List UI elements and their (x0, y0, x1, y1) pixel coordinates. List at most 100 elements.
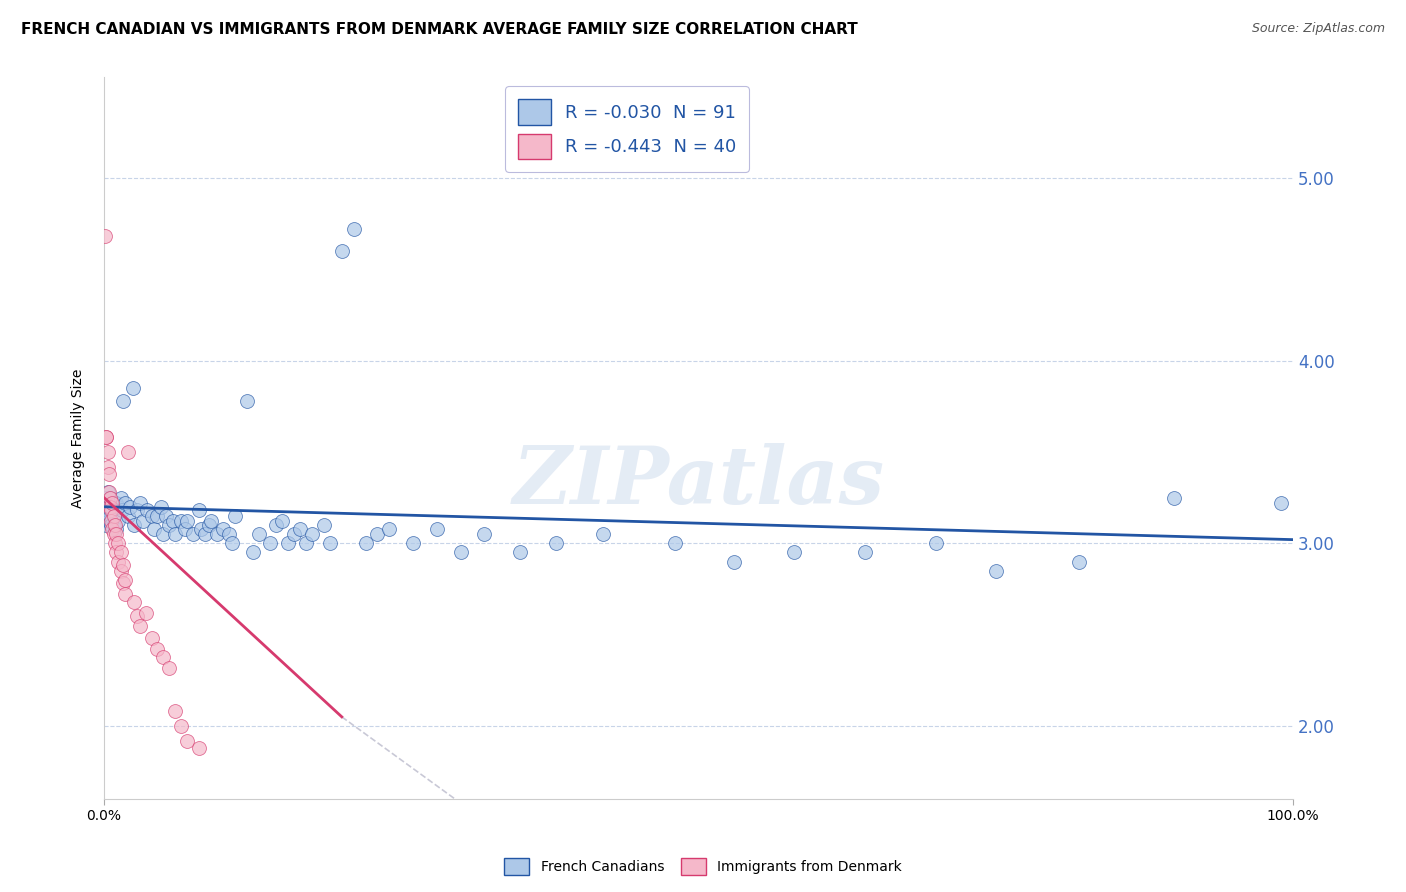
Point (104, 496, 127, 510)
Point (127, 609, 149, 624)
Point (150, 500, 173, 514)
Point (162, 515, 184, 529)
Point (96, 485, 118, 500)
Point (242, 545, 264, 559)
Point (247, 527, 270, 541)
Point (132, 515, 155, 529)
Point (197, 518, 219, 533)
Point (121, 381, 143, 395)
Point (117, 445, 139, 459)
Point (205, 527, 228, 541)
Point (96, 430, 118, 444)
Point (188, 503, 211, 517)
Point (165, 705, 187, 719)
Point (101, 496, 124, 510)
Point (100, 518, 122, 533)
Point (295, 536, 318, 550)
Point (97, 496, 120, 510)
Point (110, 545, 132, 559)
Point (100, 515, 122, 529)
Point (312, 518, 335, 533)
Point (107, 536, 129, 550)
Point (402, 536, 425, 550)
Point (96, 491, 118, 505)
Point (200, 515, 222, 529)
Point (378, 522, 401, 536)
Point (146, 642, 169, 657)
Point (271, 515, 294, 529)
Point (111, 558, 134, 573)
Point (474, 527, 496, 541)
Point (96, 500, 118, 514)
Point (114, 573, 136, 587)
Point (122, 595, 145, 609)
Point (450, 545, 472, 559)
Point (301, 527, 323, 541)
Point (107, 555, 129, 569)
Point (723, 555, 745, 569)
Point (96, 503, 118, 517)
Point (103, 496, 125, 510)
Point (98, 500, 121, 514)
Point (135, 503, 157, 517)
Point (117, 508, 139, 523)
Point (266, 518, 288, 533)
Point (152, 649, 174, 664)
Point (176, 515, 198, 529)
Point (142, 522, 165, 536)
Text: Source: ZipAtlas.com: Source: ZipAtlas.com (1251, 22, 1385, 36)
Point (128, 618, 150, 632)
Point (366, 527, 388, 541)
Point (135, 606, 157, 620)
Point (94, 508, 117, 523)
Point (98, 491, 121, 505)
Point (94, 229, 117, 244)
Point (98, 491, 121, 505)
Point (782, 545, 804, 559)
Point (114, 496, 136, 510)
Point (224, 508, 246, 523)
Point (190, 522, 212, 536)
Point (288, 522, 311, 536)
Point (110, 491, 132, 505)
Point (218, 527, 240, 541)
Point (94, 503, 117, 517)
Point (544, 536, 567, 550)
Point (212, 522, 235, 536)
Point (170, 515, 193, 529)
Point (170, 719, 193, 733)
Point (152, 527, 174, 541)
Point (101, 503, 124, 517)
Point (157, 518, 180, 533)
Point (194, 527, 217, 541)
Point (122, 518, 145, 533)
Point (277, 536, 299, 550)
Point (104, 545, 127, 559)
Point (104, 507, 127, 521)
Point (176, 733, 198, 747)
Point (120, 500, 142, 514)
Point (110, 564, 132, 578)
Point (104, 536, 127, 550)
Point (103, 518, 125, 533)
Point (925, 536, 948, 550)
Point (141, 632, 163, 646)
Point (104, 522, 127, 536)
Point (592, 527, 614, 541)
Text: FRENCH CANADIAN VS IMMIGRANTS FROM DENMARK AVERAGE FAMILY SIZE CORRELATION CHART: FRENCH CANADIAN VS IMMIGRANTS FROM DENMA… (21, 22, 858, 37)
Point (128, 496, 150, 510)
Point (96, 430, 118, 444)
Point (165, 527, 187, 541)
Point (259, 536, 281, 550)
Point (114, 587, 136, 601)
Point (107, 515, 129, 529)
Point (96, 445, 118, 459)
Point (104, 527, 127, 541)
Point (111, 503, 134, 517)
Point (100, 500, 122, 514)
Point (330, 244, 353, 258)
Point (157, 660, 180, 674)
Point (103, 508, 125, 523)
Point (173, 522, 195, 536)
Point (101, 522, 124, 536)
